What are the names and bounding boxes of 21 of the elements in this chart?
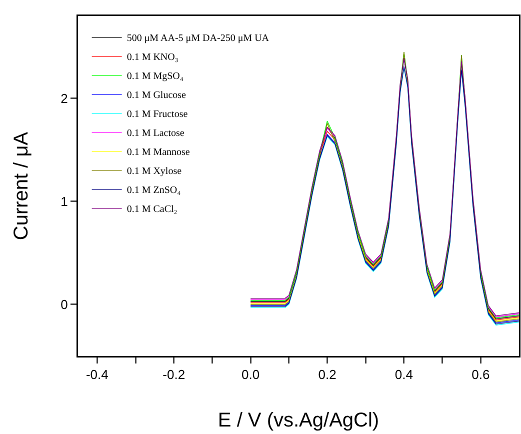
legend-label: 0.1 M CaCl₂	[126, 204, 178, 216]
x-tick-label: -0.2	[162, 367, 186, 382]
y-tick-label: 1	[60, 194, 68, 209]
legend-label: 0.1 M ZnSO₄	[126, 185, 182, 196]
legend-label: 0.1 M Fructose	[126, 109, 188, 120]
x-tick-label: 0.6	[472, 367, 490, 382]
y-tick-label: 2	[60, 90, 68, 106]
legend-label: 0.1 M Xylose	[126, 166, 182, 178]
legend-label: 500 μM AA-5 μM DA-250 μM UA	[126, 33, 270, 44]
y-axis-title: Current / μA	[10, 131, 32, 240]
x-axis-title: E / V (vs.Ag/AgCl)	[218, 410, 380, 432]
x-tick-label: 0.4	[394, 367, 413, 382]
legend-label: 0.1 M MgSO₄	[126, 71, 184, 82]
y-tick-label: 0	[60, 297, 68, 312]
x-tick-label: -0.4	[86, 367, 108, 382]
x-tick-label: 0.0	[242, 367, 260, 382]
legend-label: 0.1 M KNO₃	[126, 52, 178, 64]
x-tick-label: 0.2	[318, 367, 336, 382]
legend-label: 0.1 M Mannose	[126, 147, 190, 158]
legend-label: 0.1 M Lactose	[126, 128, 185, 140]
legend-label: 0.1 M Glucose	[126, 90, 187, 102]
